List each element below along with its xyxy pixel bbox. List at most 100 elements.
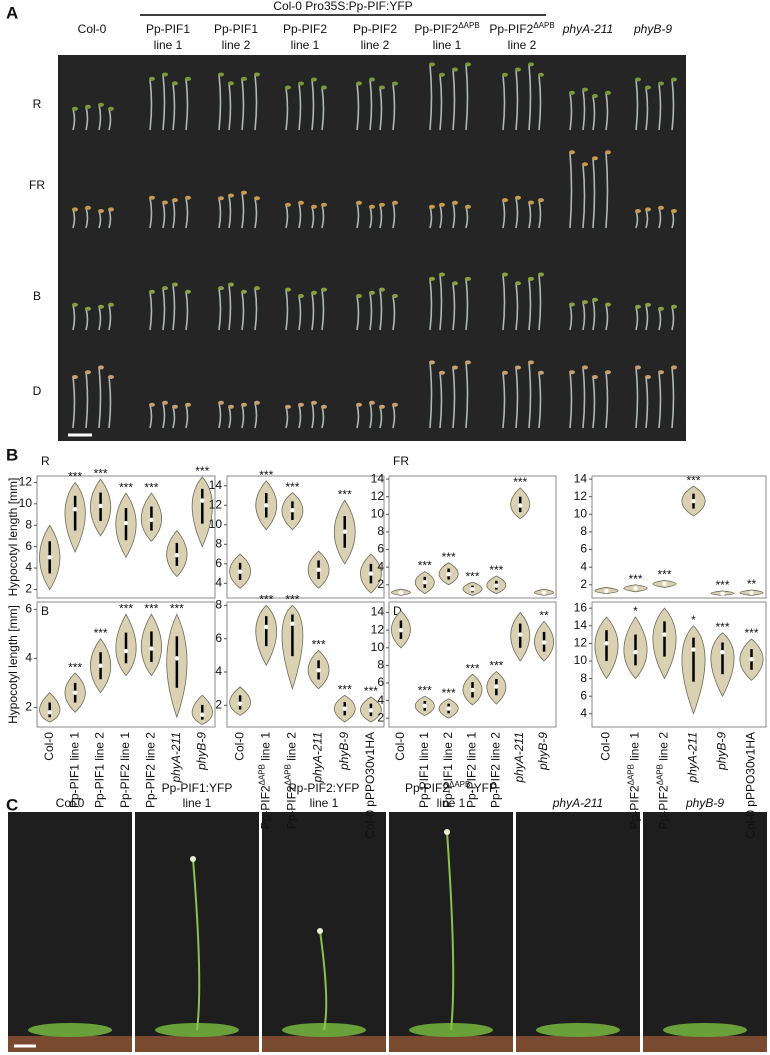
cotyledon [228, 282, 234, 287]
seedling [515, 283, 519, 331]
cotyledon [569, 302, 575, 307]
cotyledon [228, 81, 234, 86]
seedling [369, 402, 373, 429]
seedling [149, 197, 153, 229]
seedling [254, 198, 258, 229]
plant-label: phyB-9 [685, 796, 724, 810]
seedling [254, 288, 258, 331]
x-tick-label: Col-0 [42, 732, 56, 761]
seedling [569, 372, 573, 429]
seedling [538, 74, 542, 131]
cotyledon [356, 294, 362, 298]
seedling [356, 295, 360, 331]
x-tick-label: Pp-PIF1 line 2 [441, 732, 455, 808]
text-segment: phyB-9 [633, 22, 672, 36]
seedling [502, 199, 506, 229]
cotyledon [429, 276, 435, 281]
cotyledon [185, 76, 191, 81]
seedling [452, 202, 456, 229]
cotyledon [452, 200, 458, 205]
seedling [172, 406, 176, 429]
cotyledon [538, 72, 544, 77]
x-tick-label: Pp-PIF2ΔAPB line 2 [655, 732, 671, 830]
cotyledon [285, 85, 291, 90]
cotyledon [285, 404, 291, 409]
cotyledon [172, 81, 178, 86]
seedling [311, 402, 315, 429]
y-tick-label: 4 [215, 576, 222, 590]
flower [317, 928, 323, 934]
seedling [452, 367, 456, 429]
cotyledon [439, 202, 445, 207]
seedling [311, 292, 315, 331]
text-segment: phyB-9 [194, 732, 208, 771]
cotyledon [671, 77, 677, 82]
seedling [645, 376, 649, 429]
seedling [98, 104, 102, 131]
median [98, 503, 103, 509]
x-tick-label: phyA-211 [311, 732, 325, 783]
median [47, 555, 52, 560]
cotyledon [502, 198, 508, 203]
seedling [671, 79, 675, 131]
cotyledon [311, 290, 317, 295]
seedling [379, 406, 383, 429]
seedling [528, 202, 532, 229]
cotyledon [298, 81, 304, 86]
seedling [379, 289, 383, 331]
median [174, 656, 180, 661]
seedling [149, 404, 153, 429]
text-segment: ΔAPB [533, 21, 554, 30]
y-tick-label: 4 [215, 664, 222, 678]
x-tick-label: Pp-PIF2 line 2 [489, 732, 503, 808]
plant-label: line 1 [310, 796, 339, 810]
cotyledon [528, 200, 534, 205]
column-label: line 2 [222, 38, 251, 52]
x-tick-label: Pp-PIF1 line 1 [67, 732, 81, 808]
seedling [218, 198, 222, 229]
median [604, 641, 609, 646]
median [200, 498, 205, 503]
y-tick-label: 12 [209, 497, 223, 511]
y-tick-label: 6 [215, 631, 222, 645]
text-segment: line 1 [258, 732, 272, 764]
median [342, 706, 347, 711]
cotyledon [241, 190, 247, 195]
median [237, 569, 243, 574]
median [149, 517, 154, 523]
seedling [285, 289, 289, 331]
cotyledon [241, 76, 247, 81]
condition-label: R [41, 454, 50, 468]
cotyledon [392, 81, 398, 86]
median [200, 712, 205, 717]
seedling [241, 404, 245, 429]
x-tick-label: phyA-211 [686, 732, 700, 783]
text-segment: ΔAPB [458, 21, 479, 30]
seedling [538, 199, 542, 229]
significance: * [691, 613, 696, 627]
median [264, 624, 269, 630]
x-tick-label: Col-0 [599, 732, 613, 761]
cotyledon [502, 370, 508, 375]
cotyledon [569, 90, 575, 95]
seedling [465, 278, 469, 331]
cotyledon [172, 282, 178, 287]
cotyledon [605, 370, 611, 375]
median [72, 506, 78, 512]
column-label: line 2 [508, 38, 537, 52]
seedling [605, 92, 609, 131]
seedling [369, 79, 373, 131]
text-segment: ΔAPB [655, 764, 664, 785]
seedling [645, 304, 649, 331]
cotyledon [502, 272, 508, 277]
seedling [569, 152, 573, 229]
cotyledon [185, 195, 191, 200]
seedling [635, 79, 639, 131]
seedling [538, 372, 542, 429]
seedling [356, 202, 360, 229]
median [691, 498, 696, 504]
y-tick-label: 2 [25, 582, 32, 596]
seedling [162, 402, 166, 429]
seedling [439, 372, 443, 429]
